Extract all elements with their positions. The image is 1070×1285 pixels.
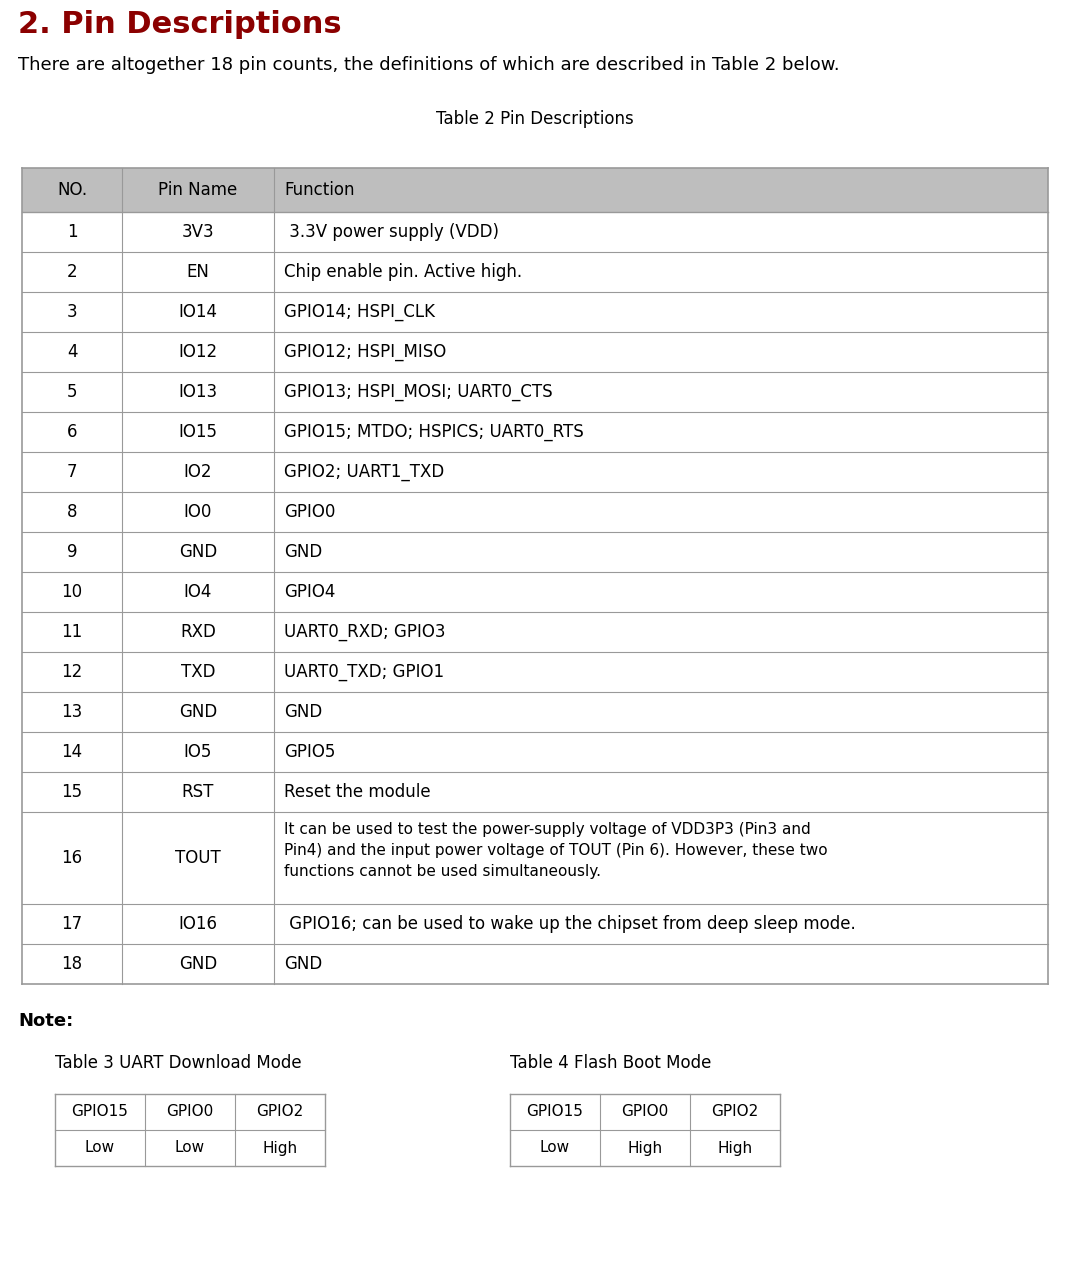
Text: GPIO0: GPIO0 [622,1105,669,1119]
Text: GPIO12; HSPI_MISO: GPIO12; HSPI_MISO [284,343,446,361]
Text: 3.3V power supply (VDD): 3.3V power supply (VDD) [284,224,499,242]
Text: RST: RST [182,783,214,801]
Bar [22,412,1048,452]
Text: GND: GND [284,955,322,973]
Bar [22,532,1048,572]
Text: GND: GND [284,544,322,562]
Text: IO0: IO0 [184,502,212,520]
Text: 15: 15 [61,783,82,801]
Text: Table 3 UART Download Mode: Table 3 UART Download Mode [55,1054,302,1072]
Text: 4: 4 [66,343,77,361]
Text: Note:: Note: [18,1013,73,1031]
Text: 13: 13 [61,703,82,721]
Text: GPIO4: GPIO4 [284,583,335,601]
Text: IO16: IO16 [179,915,217,933]
Text: 18: 18 [61,955,82,973]
Text: 17: 17 [61,915,82,933]
Text: IO14: IO14 [179,303,217,321]
Text: 16: 16 [61,849,82,867]
Text: Reset the module: Reset the module [284,783,430,801]
Text: Low: Low [174,1141,205,1155]
Bar [22,492,1048,532]
Bar [22,252,1048,292]
Text: 2: 2 [66,263,77,281]
Text: GPIO15: GPIO15 [72,1105,128,1119]
Bar [22,168,1048,212]
Text: IO4: IO4 [184,583,212,601]
Text: 7: 7 [66,463,77,481]
Text: 3: 3 [66,303,77,321]
Text: 14: 14 [61,743,82,761]
Text: 8: 8 [66,502,77,520]
Text: IO15: IO15 [179,423,217,441]
Text: High: High [627,1141,662,1155]
Bar [22,772,1048,812]
Text: IO12: IO12 [179,343,217,361]
Text: 11: 11 [61,623,82,641]
Bar [22,452,1048,492]
Text: GPIO15; MTDO; HSPICS; UART0_RTS: GPIO15; MTDO; HSPICS; UART0_RTS [284,423,584,441]
Text: TOUT: TOUT [175,849,220,867]
Text: Low: Low [85,1141,116,1155]
Text: 2. Pin Descriptions: 2. Pin Descriptions [18,10,341,39]
Bar [22,732,1048,772]
Text: GPIO2: GPIO2 [712,1105,759,1119]
Text: 1: 1 [66,224,77,242]
Text: IO5: IO5 [184,743,212,761]
Bar [22,572,1048,612]
Bar [22,651,1048,693]
Text: GPIO0: GPIO0 [284,502,335,520]
Bar [22,812,1048,905]
Text: There are altogether 18 pin counts, the definitions of which are described in Ta: There are altogether 18 pin counts, the … [18,57,840,75]
Text: IO13: IO13 [179,383,217,401]
Bar [22,212,1048,252]
Text: 12: 12 [61,663,82,681]
Text: EN: EN [186,263,210,281]
Text: UART0_TXD; GPIO1: UART0_TXD; GPIO1 [284,663,444,681]
Text: GPIO0: GPIO0 [166,1105,214,1119]
Text: GND: GND [179,955,217,973]
Text: GND: GND [179,703,217,721]
Text: Function: Function [284,181,354,199]
Bar [22,332,1048,371]
Text: RXD: RXD [180,623,216,641]
Text: It can be used to test the power-supply voltage of VDD3P3 (Pin3 and
Pin4) and th: It can be used to test the power-supply … [284,822,827,879]
Text: GPIO16; can be used to wake up the chipset from deep sleep mode.: GPIO16; can be used to wake up the chips… [284,915,856,933]
Bar [22,371,1048,412]
Bar [22,905,1048,944]
Text: Table 4 Flash Boot Mode: Table 4 Flash Boot Mode [510,1054,712,1072]
Bar [22,944,1048,984]
Text: UART0_RXD; GPIO3: UART0_RXD; GPIO3 [284,623,445,641]
Text: 9: 9 [66,544,77,562]
Text: 5: 5 [66,383,77,401]
Text: IO2: IO2 [184,463,212,481]
Text: Pin Name: Pin Name [158,181,238,199]
Text: Low: Low [540,1141,570,1155]
Bar [55,1094,325,1165]
Text: 10: 10 [61,583,82,601]
Text: NO.: NO. [57,181,87,199]
Text: Table 2 Pin Descriptions: Table 2 Pin Descriptions [437,111,633,128]
Text: GPIO2; UART1_TXD: GPIO2; UART1_TXD [284,463,444,481]
Text: 6: 6 [66,423,77,441]
Text: GPIO2: GPIO2 [257,1105,304,1119]
Text: GND: GND [284,703,322,721]
Text: High: High [718,1141,752,1155]
Bar [22,693,1048,732]
Text: GPIO5: GPIO5 [284,743,335,761]
Text: High: High [262,1141,297,1155]
Text: TXD: TXD [181,663,215,681]
Bar [22,612,1048,651]
Text: GPIO13; HSPI_MOSI; UART0_CTS: GPIO13; HSPI_MOSI; UART0_CTS [284,383,552,401]
Text: 3V3: 3V3 [182,224,214,242]
Bar [22,292,1048,332]
Text: GPIO15: GPIO15 [526,1105,583,1119]
Bar [510,1094,780,1165]
Text: Chip enable pin. Active high.: Chip enable pin. Active high. [284,263,522,281]
Text: GND: GND [179,544,217,562]
Text: GPIO14; HSPI_CLK: GPIO14; HSPI_CLK [284,303,435,321]
